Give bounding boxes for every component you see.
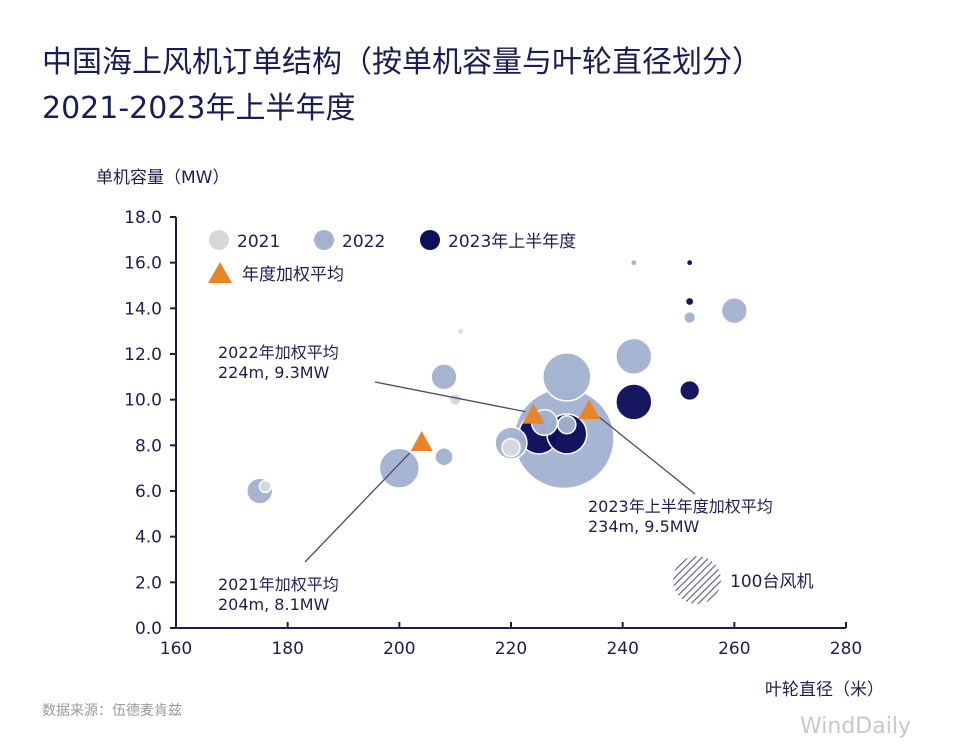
x-tick-label: 200 xyxy=(383,639,415,659)
y-tick-label: 0.0 xyxy=(135,619,162,639)
y-tick-label: 10.0 xyxy=(124,391,162,411)
y-tick-label: 6.0 xyxy=(135,482,162,502)
x-tick-label: 280 xyxy=(830,639,862,659)
y-tick-label: 2.0 xyxy=(135,573,162,593)
weighted-average-triangle-2021 xyxy=(410,431,433,452)
bubble-2022 xyxy=(430,363,458,391)
y-tick-label: 18.0 xyxy=(124,208,162,228)
bubble-2021 xyxy=(501,437,521,458)
title-line-1: 中国海上风机订单结构（按单机容量与叶轮直径划分） xyxy=(42,45,762,80)
weighted-average-triangle-2022 xyxy=(522,403,545,424)
legend-swatch-2022 xyxy=(314,230,334,250)
bubble-2021 xyxy=(258,479,272,494)
y-tick-label: 8.0 xyxy=(135,436,162,456)
bubble-2023年上半年度 xyxy=(679,379,701,402)
x-tick-label: 180 xyxy=(271,639,303,659)
x-tick-label: 260 xyxy=(718,639,750,659)
bubble-2023年上半年度 xyxy=(686,298,694,305)
leader-line-2021 xyxy=(304,452,411,563)
legend-label-2023: 2023年上半年度 xyxy=(448,232,576,252)
watermark: WindDaily xyxy=(800,714,911,739)
annotation-2021-title: 2021年加权平均 xyxy=(218,575,339,594)
x-tick-label: 220 xyxy=(495,639,527,659)
bubble-2022 xyxy=(542,352,592,402)
annotation-2022-value: 224m, 9.3MW xyxy=(218,363,330,382)
size-legend-hatched-circle xyxy=(673,556,721,604)
y-tick-label: 16.0 xyxy=(124,254,162,274)
bubble-2022 xyxy=(557,415,577,435)
y-tick-label: 4.0 xyxy=(135,528,162,548)
size-legend-label: 100台风机 xyxy=(730,572,813,592)
legend-swatch-2021 xyxy=(209,230,229,250)
y-tick-label: 12.0 xyxy=(124,345,162,365)
source-note: 数据来源：伍德麦肯兹 xyxy=(42,703,182,719)
x-axis-label: 叶轮直径（米） xyxy=(765,680,884,700)
bubble-2022 xyxy=(434,447,454,467)
bubble-2022 xyxy=(615,337,653,375)
bubble-2021 xyxy=(458,328,464,334)
bubble-2022 xyxy=(683,310,697,325)
legend-swatch-2023 xyxy=(420,230,440,250)
bubble-2022 xyxy=(378,447,421,489)
x-tick-label: 160 xyxy=(160,639,192,659)
leader-line-2022 xyxy=(374,381,526,413)
legend-label-2022: 2022 xyxy=(342,232,385,252)
bubble-2022 xyxy=(720,296,749,325)
leader-line-2023 xyxy=(598,416,696,495)
y-tick-label: 14.0 xyxy=(124,299,162,319)
bubble-2022 xyxy=(631,260,637,266)
legend-swatch-weighted-average xyxy=(208,262,232,283)
annotation-2021-value: 204m, 8.1MW xyxy=(218,595,330,614)
annotation-2022-title: 2022年加权平均 xyxy=(218,343,339,362)
annotation-2023-title: 2023年上半年度加权平均 xyxy=(588,497,773,516)
weighted-average-triangle-2023 xyxy=(578,399,601,420)
bubble-2021 xyxy=(448,393,462,407)
y-axis-label: 单机容量（MW） xyxy=(96,168,229,188)
chart-title: 中国海上风机订单结构（按单机容量与叶轮直径划分） 2021-2023年上半年度 xyxy=(42,40,762,132)
annotation-2023-value: 234m, 9.5MW xyxy=(588,517,700,536)
legend-label-2021: 2021 xyxy=(237,232,280,252)
bubble-2023年上半年度 xyxy=(615,383,653,421)
legend-label-weighted-average: 年度加权平均 xyxy=(242,265,344,285)
title-line-2: 2021-2023年上半年度 xyxy=(42,91,356,126)
x-tick-label: 240 xyxy=(606,639,638,659)
bubble-2023年上半年度 xyxy=(687,260,693,266)
